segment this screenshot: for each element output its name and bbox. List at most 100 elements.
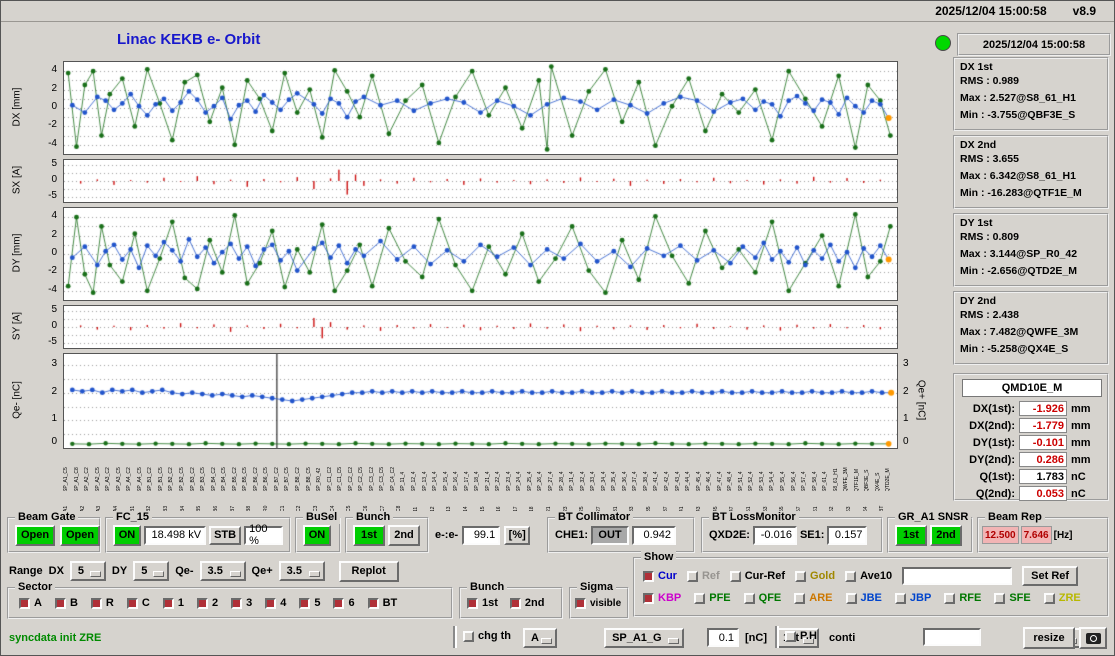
rfe-checkbox[interactable] [944,592,956,604]
sector-2-checkbox[interactable] [196,597,208,609]
show-item-cur[interactable]: Cur [643,570,677,582]
sector-item-c[interactable]: C [126,597,150,609]
che1-value: 0.942 [632,525,677,545]
sector-item-bt[interactable]: BT [367,597,397,609]
kbp-checkbox[interactable] [643,592,654,604]
q-right-axis-ticks: 0 1 2 3 [900,353,914,447]
chg-th-checkbox[interactable] [463,630,474,642]
camera-button[interactable] [1079,627,1107,649]
show-item-pfe[interactable]: PFE [694,592,731,604]
range-qe-plus-select[interactable]: 3.5 [278,561,325,581]
sector-c-checkbox[interactable] [126,597,138,609]
cur-checkbox[interactable] [643,570,654,582]
sector-item-b[interactable]: B [54,597,78,609]
pfe-checkbox[interactable] [694,592,706,604]
jbe-checkbox[interactable] [845,592,857,604]
show-item-rfe[interactable]: RFE [944,592,981,604]
threshold-value[interactable]: 0.1 [707,628,739,647]
show-item-qfe[interactable]: QFE [743,592,781,604]
statusbar-input[interactable] [923,628,981,646]
bunch-item-1st[interactable]: 1st [467,597,498,609]
show-item-ave10[interactable]: Ave10 [845,570,892,582]
show-item-zre[interactable]: ZRE [1043,592,1081,604]
fc15-stb-button[interactable]: STB [209,525,242,545]
sfe-checkbox[interactable] [994,592,1006,604]
qmd-row-label: DX(2nd): [969,419,1015,432]
busel-on-button[interactable]: ON [303,524,331,546]
min-value: -3.755@QBF3E_S [987,109,1076,121]
fc15-on-button[interactable]: ON [113,524,141,546]
sector-item-r[interactable]: R [90,597,114,609]
beam-rep-hz-unit: [Hz] [1053,529,1073,541]
station-label: SP_A1_C5 [63,467,69,491]
replot-button[interactable]: Replot [338,560,399,582]
beam-gate-open-2-button[interactable]: Open [60,524,100,546]
show-item-cur-ref[interactable]: Cur-Ref [729,570,785,582]
show-item-jbe[interactable]: JBE [845,592,882,604]
sector-item-2[interactable]: 2 [196,597,218,609]
jbp-checkbox[interactable] [894,592,906,604]
station-label: SP_45_4 [695,471,702,491]
range-qe-minus-select[interactable]: 3.5 [199,561,246,581]
resize-button[interactable]: resize [1023,627,1075,649]
tick-label: -5 [48,190,57,201]
show-item-sfe[interactable]: SFE [994,592,1031,604]
bunch-item-2nd[interactable]: 2nd [509,597,544,609]
gr-snsr-2nd-button[interactable]: 2nd [930,524,962,546]
show-item-jbp[interactable]: JBP [894,592,931,604]
beam-rep-group: Beam Rep 12.500 7.646 [Hz] [977,511,1109,553]
qxd2e-label: QXD2E: [709,529,750,541]
show-item-kbp[interactable]: KBP [643,592,681,604]
show-item-ref[interactable]: Ref [686,570,720,582]
sector-b-checkbox[interactable] [54,597,66,609]
zre-checkbox[interactable] [1043,592,1055,604]
sector-5-checkbox[interactable] [299,597,311,609]
statusbar-separator [453,626,457,648]
sector-r-checkbox[interactable] [90,597,102,609]
bunch-2nd-button[interactable]: 2nd [388,524,420,546]
sector-4-checkbox[interactable] [265,597,277,609]
station-label: B2 [146,505,153,511]
ph-item[interactable]: P.H [785,630,817,642]
ref-name-input[interactable] [902,567,1013,585]
sector-bt-checkbox[interactable] [367,597,379,609]
show-item-are[interactable]: ARE [794,592,833,604]
chg-th-item[interactable]: chg th [463,630,511,642]
ref-checkbox[interactable] [686,570,698,582]
sector-item-3[interactable]: 3 [231,597,252,609]
range-dy-select[interactable]: 5 [133,561,170,581]
sector-item-4[interactable]: 4 [265,597,286,609]
ph-checkbox[interactable] [785,630,796,642]
bunch-1st-button[interactable]: 1st [353,524,385,546]
sector-item-5[interactable]: 5 [299,597,320,609]
sector-item-6[interactable]: 6 [333,597,355,609]
bunch-2nd-checkbox[interactable] [509,597,521,609]
conti-label[interactable]: conti [829,632,856,644]
tick-label: 4 [51,64,57,76]
gold-checkbox[interactable] [795,570,807,582]
sector-item-1[interactable]: 1 [162,597,184,609]
range-dx-select[interactable]: 5 [69,561,106,581]
sigma-visible-checkbox[interactable] [575,597,586,609]
sigma-visible-item[interactable]: visible [575,597,621,609]
tick-label: 5 [51,158,57,169]
beam-gate-open-1-button[interactable]: Open [15,524,55,546]
cur-ref-checkbox[interactable] [729,570,741,582]
sector-6-checkbox[interactable] [333,597,345,609]
sector-1-checkbox[interactable] [162,597,174,609]
sector-3-checkbox[interactable] [231,597,243,609]
sector-a-select[interactable]: A [523,628,557,648]
qfe-checkbox[interactable] [743,592,755,604]
are-checkbox[interactable] [794,592,806,604]
device-select[interactable]: SP_A1_G [604,628,685,648]
sector-item-a[interactable]: A [19,597,42,609]
show-item-gold[interactable]: Gold [795,570,835,582]
station-label: SP_36_4 [621,471,628,491]
ave10-checkbox[interactable] [845,570,857,582]
gr-snsr-1st-button[interactable]: 1st [895,524,927,546]
sector-a-checkbox[interactable] [19,597,30,609]
tick-label: 0 [51,174,57,185]
statusbar-separator [775,626,779,648]
bunch-1st-checkbox[interactable] [467,597,478,609]
set-ref-button[interactable]: Set Ref [1022,566,1079,586]
